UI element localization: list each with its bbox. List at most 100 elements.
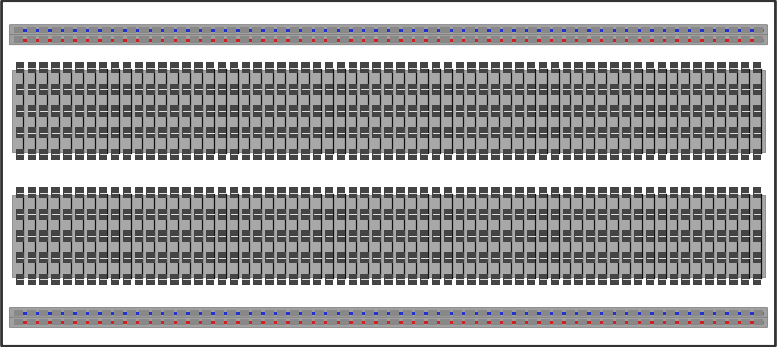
Bar (408, 187, 416, 198)
Bar (99, 62, 107, 73)
Bar (629, 36, 638, 43)
Bar (206, 149, 214, 160)
Bar (622, 105, 631, 117)
Bar (134, 105, 143, 117)
Bar (159, 252, 167, 263)
Bar (610, 187, 618, 198)
Bar (134, 127, 143, 138)
Bar (468, 274, 476, 285)
Bar (40, 230, 48, 242)
Bar (478, 310, 487, 316)
Bar (729, 274, 737, 285)
Bar (396, 62, 405, 73)
Bar (402, 27, 412, 33)
Bar (242, 187, 250, 198)
Bar (190, 36, 199, 43)
Bar (123, 274, 131, 285)
Bar (408, 127, 416, 138)
Bar (51, 27, 61, 33)
Bar (491, 62, 500, 73)
Bar (313, 149, 322, 160)
Bar (75, 209, 84, 220)
Bar (717, 105, 726, 117)
Bar (716, 36, 726, 43)
Bar (515, 62, 524, 73)
Bar (277, 319, 287, 325)
Bar (353, 319, 362, 325)
Bar (134, 62, 143, 73)
Bar (27, 274, 36, 285)
Bar (503, 209, 512, 220)
Bar (634, 105, 643, 117)
Bar (441, 319, 450, 325)
Bar (14, 310, 23, 316)
Bar (289, 252, 298, 263)
Bar (408, 105, 416, 117)
Bar (325, 105, 333, 117)
Bar (170, 252, 179, 263)
Bar (610, 252, 618, 263)
Bar (432, 274, 441, 285)
Bar (604, 36, 612, 43)
Bar (455, 127, 464, 138)
Bar (372, 62, 381, 73)
Bar (717, 274, 726, 285)
Bar (77, 36, 85, 43)
Bar (194, 209, 203, 220)
Bar (146, 187, 155, 198)
Bar (265, 230, 274, 242)
Bar (528, 36, 537, 43)
Bar (704, 310, 713, 316)
Bar (372, 84, 381, 95)
Bar (327, 27, 336, 33)
Bar (741, 274, 750, 285)
Bar (289, 127, 298, 138)
Bar (574, 62, 583, 73)
Bar (372, 127, 381, 138)
Bar (503, 105, 512, 117)
Bar (206, 84, 214, 95)
Bar (313, 105, 322, 117)
Bar (214, 36, 224, 43)
Bar (629, 27, 638, 33)
Bar (657, 127, 666, 138)
Bar (465, 27, 475, 33)
Bar (27, 252, 36, 263)
Bar (706, 84, 714, 95)
Bar (666, 319, 675, 325)
Bar (587, 187, 595, 198)
Bar (265, 62, 274, 73)
Bar (646, 274, 654, 285)
Bar (289, 187, 298, 198)
Bar (706, 149, 714, 160)
Bar (182, 230, 190, 242)
Bar (230, 209, 239, 220)
Bar (604, 319, 612, 325)
Bar (538, 230, 547, 242)
Bar (598, 187, 607, 198)
Bar (657, 252, 666, 263)
Bar (453, 310, 462, 316)
Bar (253, 187, 262, 198)
Bar (75, 149, 84, 160)
Bar (111, 127, 120, 138)
Bar (432, 187, 441, 198)
Bar (741, 230, 750, 242)
Bar (432, 209, 441, 220)
Bar (265, 274, 274, 285)
Bar (563, 127, 571, 138)
Bar (40, 252, 48, 263)
Bar (646, 187, 654, 198)
Bar (301, 105, 309, 117)
Bar (277, 62, 286, 73)
Bar (390, 36, 399, 43)
Bar (277, 149, 286, 160)
Bar (152, 36, 161, 43)
Bar (538, 62, 547, 73)
Bar (340, 36, 349, 43)
Bar (706, 62, 714, 73)
Bar (384, 187, 392, 198)
Bar (591, 36, 600, 43)
Bar (681, 209, 690, 220)
Bar (444, 105, 452, 117)
